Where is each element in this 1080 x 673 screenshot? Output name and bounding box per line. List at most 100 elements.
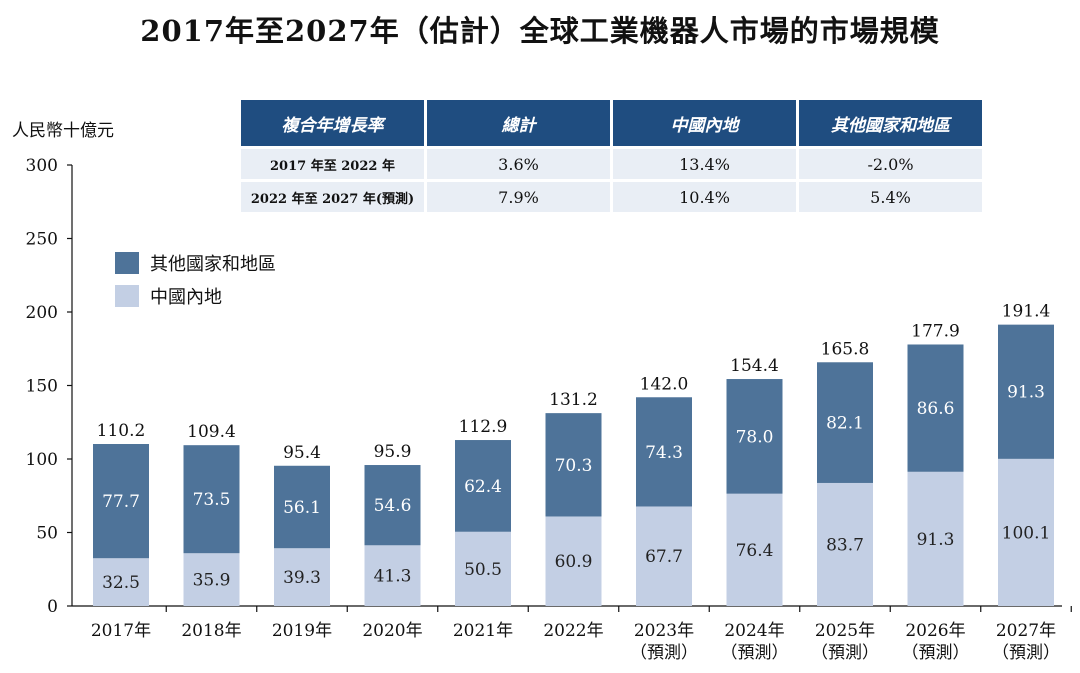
data-label-china: 76.4	[736, 541, 774, 561]
bar-china	[93, 558, 149, 606]
bar-china	[998, 458, 1054, 606]
data-label-china: 39.3	[283, 568, 321, 588]
row-total: 7.9%	[427, 182, 610, 212]
data-label-china: 67.7	[645, 547, 683, 567]
bar-other	[274, 465, 330, 549]
row-china: 10.4%	[613, 182, 796, 212]
y-tick-label: 100	[26, 450, 58, 470]
x-tick-label: 2024年	[724, 621, 784, 641]
data-label-total: 142.0	[640, 374, 689, 394]
bar-other	[183, 445, 240, 554]
data-label-china: 35.9	[193, 571, 231, 591]
bar-other	[907, 344, 964, 472]
header-total: 總計	[427, 100, 610, 146]
data-label-total: 177.9	[911, 321, 960, 341]
row-period: 2017 年至 2022 年	[241, 149, 424, 179]
data-label-other: 86.6	[917, 399, 955, 419]
x-tick-label: 2017年	[91, 621, 151, 641]
bars: 32.5 77.7 110.2 35.9 73.5 109.4 39.3 56.1 95.4 41…	[93, 302, 1054, 606]
x-tick-label: 2022年	[543, 621, 603, 641]
data-label-total: 110.2	[97, 421, 146, 441]
bar-china	[545, 516, 602, 606]
x-tick-label: 2021年	[453, 621, 513, 641]
data-label-china: 60.9	[555, 552, 593, 572]
x-tick-label: 2019年	[272, 621, 332, 641]
y-tick-label: 250	[26, 230, 58, 250]
data-label-china: 100.1	[1002, 523, 1051, 543]
data-label-total: 131.2	[549, 390, 598, 410]
row-total: 3.6%	[427, 149, 610, 179]
bar-china	[907, 471, 964, 606]
data-label-other: 56.1	[283, 498, 321, 518]
data-label-total: 191.4	[1002, 302, 1051, 322]
row-other: -2.0%	[799, 149, 982, 179]
header-china: 中國內地	[613, 100, 796, 146]
y-tick-label: 300	[26, 156, 58, 176]
y-tick-label: 150	[26, 377, 58, 397]
data-label-other: 74.3	[645, 443, 683, 463]
bar-other	[636, 397, 692, 507]
legend-label: 其他國家和地區	[150, 254, 276, 275]
data-label-total: 109.4	[187, 422, 236, 442]
data-label-other: 54.6	[374, 496, 412, 516]
data-label-other: 73.5	[193, 490, 231, 510]
header-other: 其他國家和地區	[799, 100, 982, 146]
bar-china	[274, 548, 330, 606]
bar-other	[364, 465, 421, 546]
table-row: 2022 年至 2027 年(預測) 7.9% 10.4% 5.4%	[241, 182, 982, 212]
data-label-china: 83.7	[826, 535, 864, 555]
x-tick-label: 2026年	[905, 621, 965, 641]
axes: 人民幣十億元 0 50 100 150 200 250 300 2017年 2018年 2019年 2…	[12, 121, 1072, 663]
x-tick-label: 2027年	[996, 621, 1056, 641]
y-tick-label: 200	[26, 303, 58, 323]
bar-china	[817, 482, 873, 606]
bar-other	[998, 324, 1054, 459]
bar-china	[364, 545, 421, 606]
y-tick-label: 0	[47, 597, 58, 617]
data-label-other: 77.7	[102, 492, 140, 512]
data-label-total: 154.4	[730, 356, 779, 376]
x-tick-label: 2020年	[362, 621, 422, 641]
x-tick-label: 2023年	[634, 621, 694, 641]
chart-title: 2017年至2027年（估計）全球工業機器人市場的市場規模	[140, 14, 940, 48]
data-label-other: 91.3	[1007, 383, 1045, 403]
bar-other	[93, 444, 149, 559]
x-tick-label: （預測）	[902, 643, 970, 663]
header-cagr: 複合年增長率	[241, 100, 424, 146]
x-tick-label: （預測）	[992, 643, 1060, 663]
y-axis-label: 人民幣十億元	[12, 121, 114, 141]
row-period: 2022 年至 2027 年(預測)	[241, 182, 424, 212]
legend-swatch	[115, 252, 139, 274]
bar-china	[726, 493, 783, 606]
data-label-total: 112.9	[459, 417, 508, 437]
legend-swatch	[115, 285, 139, 307]
data-label-other: 82.1	[826, 414, 864, 434]
table-row: 2017 年至 2022 年 3.6% 13.4% -2.0%	[241, 149, 982, 179]
x-tick-label: （預測）	[721, 643, 789, 663]
bar-china	[636, 506, 692, 606]
legend-label: 中國內地	[150, 287, 222, 308]
data-label-china: 41.3	[374, 567, 412, 587]
data-label-total: 95.9	[374, 442, 412, 462]
table-header-row: 複合年增長率 總計 中國內地 其他國家和地區	[241, 100, 982, 146]
bar-other	[455, 440, 511, 532]
y-tick-label: 50	[36, 524, 58, 544]
data-label-other: 62.4	[464, 477, 502, 497]
data-label-total: 165.8	[821, 339, 870, 359]
row-other: 5.4%	[799, 182, 982, 212]
x-tick-label: 2025年	[815, 621, 875, 641]
bar-china	[183, 553, 240, 606]
data-label-total: 95.4	[283, 443, 321, 463]
data-label-other: 70.3	[555, 456, 593, 476]
bar-china	[455, 531, 511, 606]
bar-other	[817, 362, 873, 483]
x-tick-label: （預測）	[630, 643, 698, 663]
data-label-china: 32.5	[102, 573, 140, 593]
data-label-china: 50.5	[464, 560, 502, 580]
x-tick-label: （預測）	[811, 643, 879, 663]
x-tick-label: 2018年	[181, 621, 241, 641]
data-label-china: 91.3	[917, 530, 955, 550]
data-label-other: 78.0	[736, 427, 774, 447]
bar-other	[545, 413, 602, 517]
